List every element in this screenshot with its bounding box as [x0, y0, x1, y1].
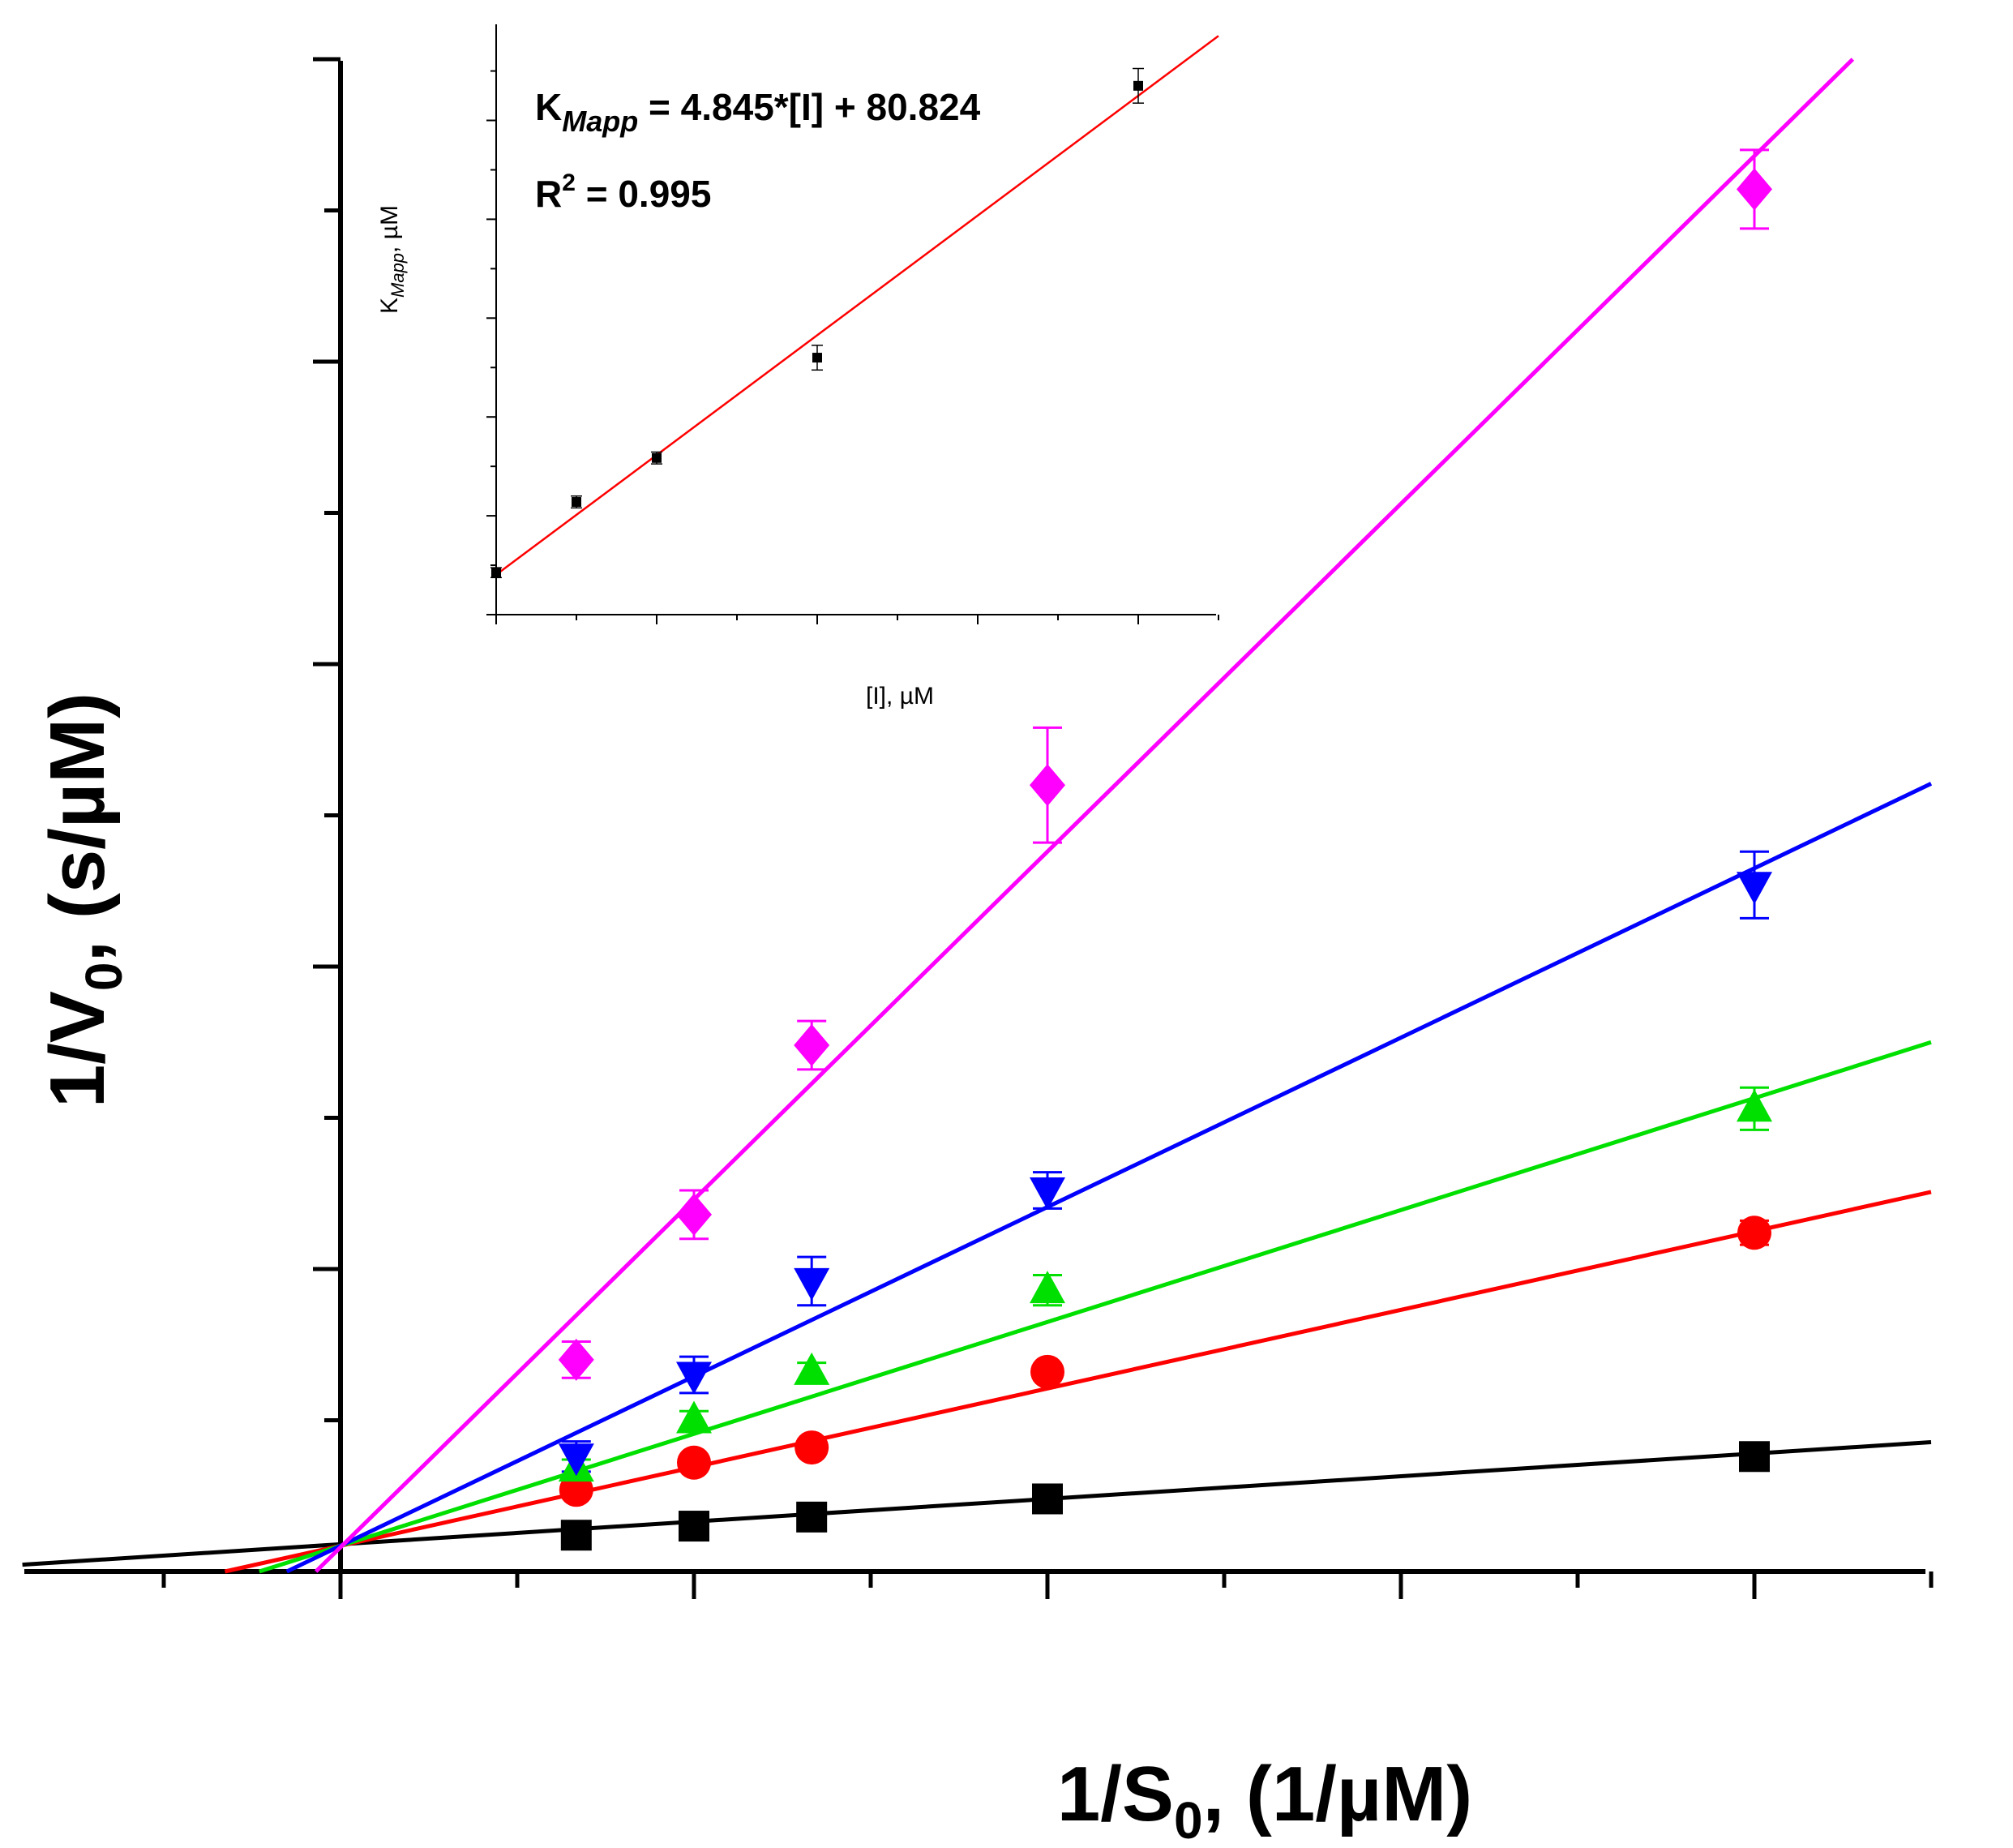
data-point-series-4 — [794, 1267, 830, 1301]
inset-r-squared-sup: 2 — [562, 169, 576, 196]
data-point-series-1 — [1739, 1441, 1770, 1473]
data-point-series-4 — [558, 1443, 594, 1477]
inset-fit-line — [495, 35, 1219, 576]
y-axis-title-main: 1/V — [34, 991, 121, 1108]
inset-r-squared-rhs: = 0.995 — [576, 173, 712, 215]
main-plot: 1/V0, (s/µM) 1/S0, (1/µM) — [22, 57, 1934, 1848]
data-point-series-2 — [677, 1445, 711, 1480]
fit-line-series-1 — [22, 1440, 1932, 1567]
inset-r-squared: R2 = 0.995 — [535, 169, 711, 215]
fit-line-series-3 — [259, 1040, 1932, 1574]
data-point-series-2 — [1030, 1354, 1064, 1389]
inset-y-axis-title-sub: Mapp — [388, 253, 408, 298]
x-axis-title-rest: , (1/µM) — [1203, 1751, 1473, 1837]
inset-y-axis-title: KMapp, µM — [376, 205, 408, 314]
y-axis-title-sub: 0 — [75, 962, 133, 991]
data-point-series-4 — [676, 1361, 712, 1395]
inset-fit-line-red — [495, 35, 1219, 576]
data-point-series-1 — [796, 1501, 828, 1533]
fit-line-series-2 — [224, 1190, 1932, 1574]
data-point-series-4 — [1737, 872, 1772, 905]
data-point-series-5 — [1737, 168, 1772, 211]
inset-data-point — [812, 353, 822, 363]
data-point-series-2 — [1737, 1216, 1771, 1250]
x-axis-title: 1/S0, (1/µM) — [1057, 1751, 1472, 1848]
inset-r-squared-r: R — [535, 173, 562, 215]
data-point-series-5 — [1030, 764, 1065, 807]
inset-y-axis-title-rest: , µM — [376, 205, 403, 253]
inset-equation-rhs: = 4.845*[I] + 80.824 — [638, 86, 980, 128]
inset-axes — [486, 24, 1219, 624]
inset-plot: KMapp = 4.845*[I] + 80.824 R2 = 0.995 KM… — [376, 24, 1219, 710]
y-axis-title: 1/V0, (s/µM) — [34, 692, 133, 1108]
data-point-series-5 — [558, 1338, 594, 1381]
fit-line-series-4 — [285, 782, 1933, 1574]
inset-data-point — [1133, 80, 1143, 91]
inset-data-points — [490, 67, 1144, 579]
main-axes — [24, 57, 1934, 1599]
data-point-series-3 — [794, 1352, 830, 1385]
inset-y-axis-title-main: K — [376, 298, 403, 314]
inset-equation-k: K — [535, 86, 562, 128]
y-axis-title-rest: , (s/µM) — [34, 692, 121, 963]
main-data-points — [558, 168, 1772, 1551]
data-point-series-5 — [794, 1023, 830, 1066]
main-fit-lines — [22, 58, 1933, 1574]
data-point-series-1 — [1032, 1483, 1063, 1515]
fit-line-series-5 — [314, 58, 1855, 1573]
inset-data-point — [491, 568, 501, 578]
data-point-series-3 — [676, 1400, 712, 1434]
inset-data-point — [572, 497, 581, 508]
inset-data-point — [652, 452, 662, 463]
data-point-series-4 — [1030, 1177, 1065, 1211]
inset-equation: KMapp = 4.845*[I] + 80.824 — [535, 86, 981, 138]
data-point-series-3 — [1737, 1089, 1772, 1122]
data-point-series-1 — [679, 1511, 709, 1542]
data-point-series-3 — [1030, 1271, 1065, 1304]
inset-background — [496, 24, 1218, 616]
data-point-series-1 — [560, 1520, 592, 1551]
x-axis-title-sub: 0 — [1174, 1791, 1203, 1848]
inset-x-axis-title: [I], µM — [866, 683, 934, 710]
x-axis-title-main: 1/S — [1057, 1751, 1174, 1837]
data-point-series-2 — [794, 1430, 829, 1465]
data-point-series-5 — [676, 1193, 712, 1236]
inset-equation-sub: Mapp — [562, 105, 638, 138]
